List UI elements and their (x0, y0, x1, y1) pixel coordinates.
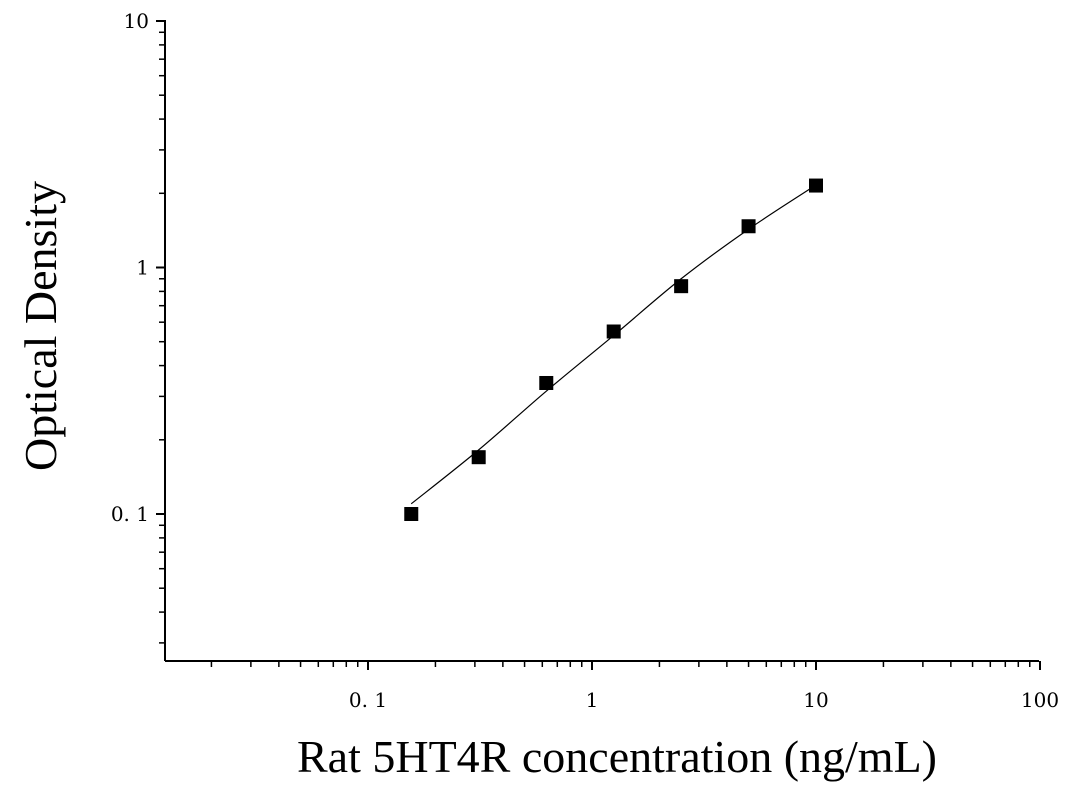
data-point (809, 178, 823, 193)
data-point (741, 219, 756, 234)
data-point (539, 375, 554, 390)
data-point (404, 507, 419, 521)
y-axis-ticks (156, 20, 165, 644)
x-axis-title: Rat 5HT4R concentration (ng/mL) (297, 731, 937, 782)
y-tick-label: 10 (124, 9, 149, 33)
x-tick-label: 1 (586, 688, 599, 712)
data-point (471, 450, 486, 465)
x-tick-label: 10 (803, 688, 828, 712)
y-tick-label: 1 (136, 256, 149, 280)
x-tick-label: 100 (1021, 688, 1059, 712)
data-points-layer (404, 178, 823, 521)
axes (164, 20, 1039, 662)
y-axis-title: Optical Density (15, 181, 66, 471)
y-axis-tick-labels: 0. 1 1 10 (111, 9, 149, 526)
x-tick-label: 0. 1 (349, 688, 387, 712)
data-point (674, 279, 689, 294)
y-tick-label: 0. 1 (111, 502, 149, 526)
x-axis-ticks (210, 661, 1041, 670)
data-point (606, 324, 621, 339)
x-axis-tick-labels: 0. 1 1 10 100 (349, 688, 1059, 712)
